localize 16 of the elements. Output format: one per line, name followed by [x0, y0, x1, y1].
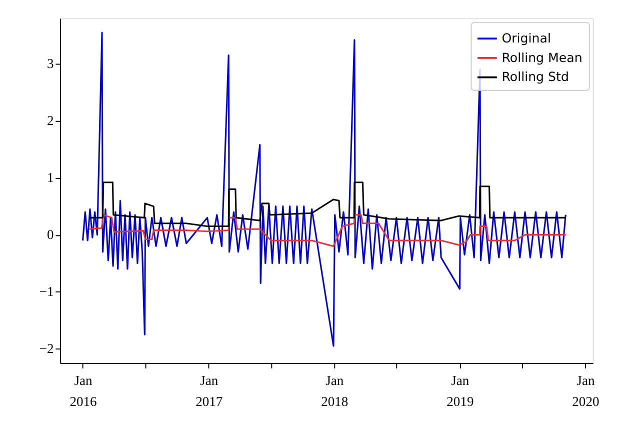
line-series [88, 182, 566, 228]
x-tick-label: Jan 2020 [572, 372, 600, 410]
line-series [88, 214, 566, 247]
x-tick-label: Jan 2019 [446, 372, 474, 410]
y-tick-label: 1 [46, 170, 54, 186]
x-tick-label: Jan 2018 [321, 372, 348, 410]
y-tick-label: 0 [46, 227, 54, 242]
y-tick-label: −2 [39, 341, 54, 356]
y-tick-label: −1 [39, 284, 54, 300]
y-tick-label: 2 [46, 113, 54, 128]
legend-label: Rolling Mean [502, 50, 582, 65]
legend-label: Original [502, 30, 551, 46]
y-tick-label: 3 [46, 56, 54, 72]
x-tick-label: Jan 2017 [196, 372, 223, 410]
legend-label: Rolling Std [502, 69, 569, 84]
x-tick-label: Jan 2016 [70, 372, 98, 410]
